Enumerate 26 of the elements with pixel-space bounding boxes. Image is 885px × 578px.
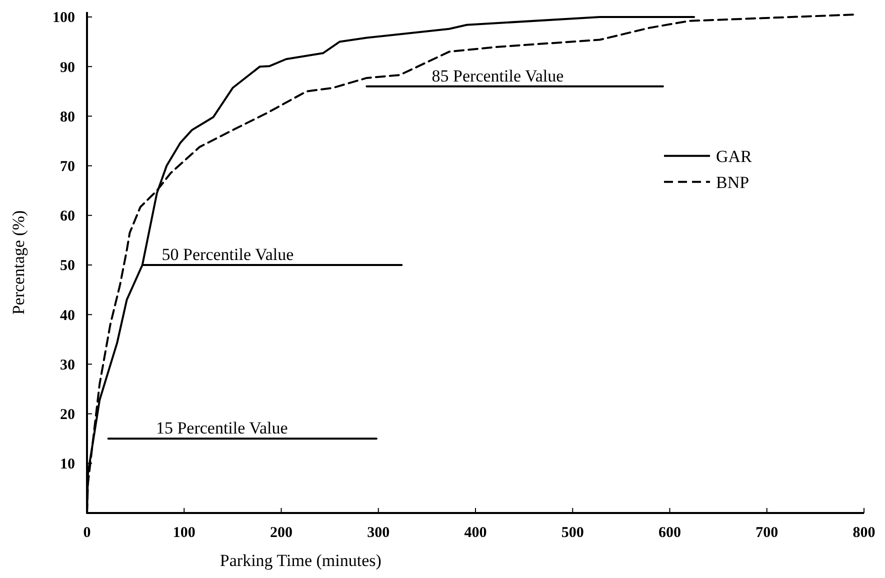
x-tick-label: 700 [756,525,778,541]
x-tick-label: 300 [367,525,390,541]
annotation: 50 Percentile Value [162,244,294,264]
y-tick-label: 100 [52,10,75,26]
y-tick-label: 10 [60,456,75,473]
y-tick-label: 80 [60,109,75,126]
y-tick-label: 30 [60,357,75,374]
annotation: 15 Percentile Value [156,418,288,438]
x-tick-label: 0 [83,525,91,541]
x-tick-label: 500 [561,525,584,541]
x-tick-label: 200 [270,525,292,541]
x-tick-label: 600 [658,525,681,541]
x-axis-title: Parking Time (minutes) [220,551,382,570]
y-axis-title: Percentage (%) [9,210,28,315]
y-tick-label: 20 [60,407,75,424]
y-tick-label: 50 [60,258,75,274]
annotation: 85 Percentile Value [432,66,564,86]
legend-label: BNP [716,172,750,192]
y-tick-label: 40 [60,308,75,324]
y-tick-label: 70 [60,159,75,176]
legend-label: GAR [716,146,753,166]
y-tick-label: 90 [60,60,75,76]
x-tick-label: 800 [852,525,876,541]
x-tick-label: 400 [464,525,487,541]
x-tick-label: 100 [172,525,196,541]
y-tick-label: 60 [60,208,75,225]
